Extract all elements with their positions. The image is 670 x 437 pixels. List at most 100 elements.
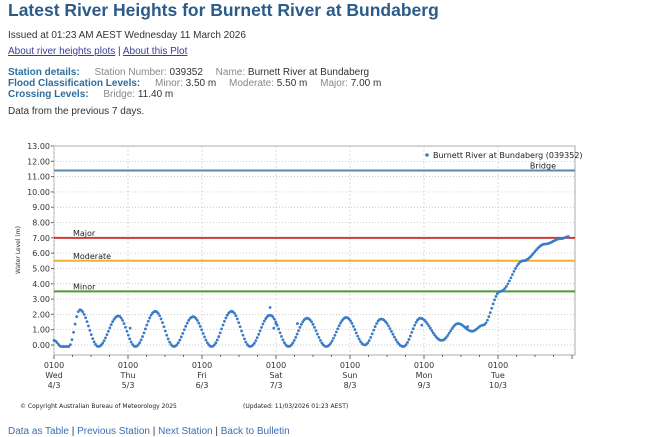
data-point (75, 315, 79, 319)
data-point (138, 341, 142, 345)
data-point (128, 337, 132, 341)
x-tick-time: 0100 (340, 361, 360, 370)
x-tick-day: Wed (45, 371, 62, 380)
data-point (255, 336, 259, 340)
data-point (330, 339, 334, 343)
data-point (313, 325, 316, 329)
data-point (119, 316, 123, 320)
data-point (394, 338, 398, 342)
x-tick-day: Thu (119, 371, 135, 380)
data-point (503, 287, 507, 290)
data-point (165, 333, 169, 337)
data-point (486, 318, 489, 322)
previous-station-link[interactable]: Previous Station (77, 426, 150, 437)
data-point (68, 343, 72, 347)
data-point (148, 316, 152, 320)
data-point (163, 329, 167, 333)
page-title: Latest River Heights for Burnett River a… (8, 0, 439, 20)
data-point (447, 331, 451, 335)
x-tick-day: Mon (416, 371, 433, 380)
data-point (233, 311, 236, 315)
data-point (333, 333, 337, 337)
data-point (185, 321, 189, 325)
issued-time: Issued at 01:23 AM AEST Wednesday 11 Mar… (8, 30, 246, 41)
data-table-link[interactable]: Data as Table (8, 426, 69, 437)
x-tick-day: Sat (269, 371, 282, 380)
data-point (55, 341, 59, 344)
data-point (332, 336, 335, 340)
data-point (295, 332, 299, 336)
data-point (509, 276, 513, 280)
y-tick-label: 7.00 (32, 234, 50, 243)
y-tick-label: 11.00 (27, 173, 50, 182)
data-point (488, 311, 492, 315)
data-point (162, 325, 166, 329)
data-point (314, 329, 318, 333)
data-point (257, 332, 261, 336)
data-point (272, 326, 276, 330)
data-point (108, 326, 112, 330)
data-point (241, 333, 245, 337)
data-point (76, 310, 80, 314)
about-plot-link[interactable]: About this Plot (122, 46, 188, 57)
data-point (357, 337, 361, 341)
data-point (280, 335, 283, 338)
x-tick-day: Tue (490, 371, 505, 380)
x-tick-time: 0100 (488, 361, 508, 370)
y-tick-label: 8.00 (32, 219, 50, 228)
threshold-label: Moderate (73, 252, 111, 261)
data-point (414, 320, 418, 324)
data-point (406, 340, 409, 344)
data-point (176, 341, 180, 345)
data-point (213, 343, 216, 347)
copyright: © Copyright Australian Bureau of Meteoro… (20, 403, 177, 410)
data-point (178, 338, 182, 342)
data-point (278, 331, 282, 335)
data-point (353, 328, 357, 331)
data-point (507, 279, 511, 283)
about-river-heights-link[interactable]: About river heights plots (8, 46, 116, 57)
data-point (515, 264, 519, 268)
x-tick-time: 0100 (266, 361, 286, 370)
data-point (102, 339, 106, 343)
data-point (449, 329, 453, 333)
y-tick-label: 0.00 (32, 341, 50, 350)
station-details: Station details: Station Number: 039352 … (8, 67, 369, 78)
data-point (339, 321, 342, 325)
data-point (220, 327, 224, 331)
data-point (566, 235, 570, 238)
label: Station details: (8, 67, 80, 78)
key: Major: (320, 78, 348, 89)
bridge-level: 11.40 m (137, 89, 174, 100)
station-number: 039352 (169, 67, 203, 78)
data-point (124, 325, 127, 329)
data-point (366, 341, 370, 345)
data-point (243, 337, 246, 341)
data-point (272, 317, 276, 321)
data-point (101, 341, 105, 345)
data-point (223, 319, 226, 323)
x-tick-date: 6/3 (196, 381, 209, 390)
data-point (431, 331, 435, 335)
data-point (271, 315, 275, 319)
data-point (446, 334, 450, 337)
back-to-bulletin-link[interactable]: Back to Bulletin (220, 426, 290, 437)
data-point (393, 335, 396, 339)
data-point (484, 321, 488, 325)
next-station-link[interactable]: Next Station (158, 426, 213, 437)
data-point (218, 331, 222, 335)
data-point (426, 322, 429, 326)
data-point (354, 331, 358, 335)
data-point (215, 338, 219, 342)
data-point (450, 327, 454, 330)
threshold-label: Bridge (530, 161, 556, 170)
data-point (128, 326, 132, 330)
data-point (367, 339, 371, 342)
data-point (195, 319, 199, 322)
data-point (238, 325, 242, 329)
data-point (182, 328, 186, 332)
data-point (373, 325, 377, 328)
y-tick-label: 6.00 (32, 249, 50, 258)
data-point (385, 322, 389, 325)
data-point (356, 334, 360, 338)
